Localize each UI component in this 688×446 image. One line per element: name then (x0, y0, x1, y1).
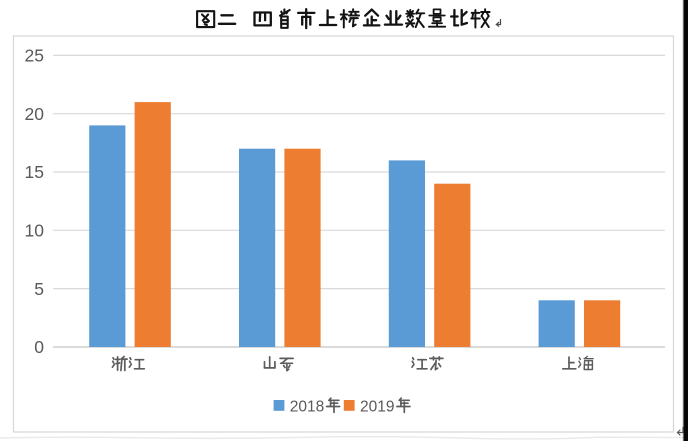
svg-text:15: 15 (25, 162, 44, 182)
svg-text:2019: 2019 (360, 398, 394, 415)
svg-text:25: 25 (25, 46, 44, 66)
svg-text:2018: 2018 (290, 398, 324, 415)
svg-text:5: 5 (34, 279, 44, 299)
svg-text:10: 10 (25, 221, 45, 241)
svg-text:0: 0 (34, 337, 44, 357)
svg-text:20: 20 (25, 104, 45, 124)
